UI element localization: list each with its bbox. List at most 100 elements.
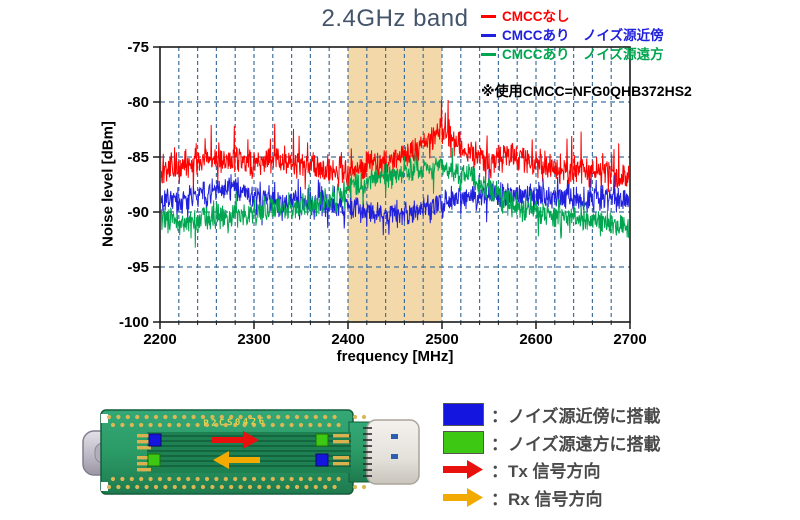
via-dot — [251, 476, 257, 482]
via-dot — [247, 484, 253, 490]
usb-c-connector-right — [366, 419, 420, 485]
via-dot — [332, 484, 337, 490]
blue-line-swatch — [481, 34, 496, 37]
legend-item-cmcc-far: CMCCあり ノイズ源遠方 — [481, 45, 664, 64]
rx-direction-arrow — [213, 451, 260, 469]
y-tick-label: -75 — [127, 39, 149, 56]
via-dot — [308, 476, 313, 482]
blue-marker-right-bottom — [315, 453, 329, 467]
legend-label: CMCCなし — [502, 9, 570, 24]
via-dot — [214, 422, 219, 428]
pcb-photo: P2CS0426 — [82, 409, 420, 495]
trace-cmcc-near — [161, 169, 629, 236]
via-dot — [214, 476, 219, 482]
chart-legend: CMCCなし CMCCあり ノイズ源近傍 CMCCあり ノイズ源遠方 — [481, 7, 664, 64]
blue-marker-left-top — [148, 433, 162, 447]
via-dot — [336, 476, 341, 482]
via-dot — [323, 414, 328, 420]
via-dot — [167, 476, 172, 482]
via-dot — [163, 414, 168, 420]
via-dot — [153, 484, 159, 490]
via-dot — [266, 414, 271, 420]
via-dot — [261, 422, 266, 428]
via-dot — [233, 476, 238, 482]
pcb-legend: ：ノイズ源近傍に搭載 ：ノイズ源遠方に搭載 ：Tx 信号方向 ：Rx 信号方向 — [443, 401, 661, 511]
via-dot — [219, 414, 224, 420]
via-dot — [139, 476, 144, 482]
legend-row-far: ：ノイズ源遠方に搭載 — [443, 429, 661, 457]
via-dot — [289, 422, 294, 428]
legend-row-near: ：ノイズ源近傍に搭載 — [443, 401, 661, 429]
via-dot — [229, 414, 234, 420]
via-dot — [242, 422, 247, 428]
via-dot — [285, 414, 290, 420]
via-dot — [308, 422, 313, 428]
rx-arrow-icon — [443, 486, 484, 509]
via-dot — [125, 414, 130, 420]
via-dot — [195, 422, 200, 428]
via-dot — [280, 476, 285, 482]
via-dot — [304, 484, 309, 490]
tx-direction-arrow — [212, 431, 259, 449]
via-dot — [135, 414, 140, 420]
legend-label: CMCCあり ノイズ源遠方 — [502, 47, 664, 62]
legend-item-cmcc-none: CMCCなし — [481, 7, 664, 26]
trace-cmcc-far — [161, 147, 629, 248]
via-dot — [172, 414, 177, 420]
via-dot — [242, 476, 247, 482]
via-dot — [285, 484, 290, 490]
via-dot — [298, 422, 304, 428]
legend-row-label: ：ノイズ源近傍に搭載 — [491, 407, 661, 427]
via-dot — [210, 484, 215, 490]
via-dots — [106, 414, 367, 490]
via-dot — [186, 476, 191, 482]
via-dot — [261, 476, 266, 482]
blue-square-icon — [443, 403, 484, 427]
via-dot — [148, 476, 153, 482]
via-dot — [317, 476, 322, 482]
green-marker-left-bottom — [147, 453, 161, 467]
via-dot — [352, 484, 358, 490]
via-dot — [332, 414, 337, 420]
via-dot — [289, 476, 294, 482]
via-dot — [313, 484, 318, 490]
via-dot — [139, 422, 144, 428]
via-dot — [148, 422, 153, 428]
via-dot — [167, 422, 172, 428]
x-tick-label: 2200 — [143, 331, 176, 348]
x-axis-title: frequency [MHz] — [336, 348, 454, 365]
connector-detail — [391, 434, 398, 439]
x-tick-label: 2500 — [425, 331, 458, 348]
x-tick-label: 2300 — [237, 331, 270, 348]
green-square-icon — [443, 430, 484, 454]
legend-item-cmcc-near: CMCCあり ノイズ源近傍 — [481, 26, 664, 45]
via-dot — [135, 484, 140, 490]
board-notch-top — [101, 414, 108, 423]
via-dot — [129, 476, 134, 482]
red-line-swatch — [481, 15, 496, 18]
via-dot — [182, 414, 187, 420]
plot-border — [159, 46, 631, 323]
band-2400-2500 — [348, 47, 442, 322]
via-dot — [144, 414, 149, 420]
via-dot — [317, 422, 322, 428]
via-dot — [323, 484, 328, 490]
via-dot — [106, 414, 112, 420]
via-dot — [172, 484, 177, 490]
via-dot — [176, 476, 181, 482]
connector-comb-right — [363, 427, 372, 477]
via-dot — [361, 414, 367, 420]
via-dot — [191, 414, 196, 420]
via-dot — [144, 484, 149, 490]
board-notch-bottom — [101, 482, 108, 491]
via-dot — [238, 484, 243, 490]
via-dot — [229, 484, 234, 490]
via-dot — [200, 414, 206, 420]
via-dot — [294, 414, 300, 420]
via-dot — [195, 476, 200, 482]
trace-cmcc-none — [161, 99, 629, 199]
via-dot — [120, 476, 125, 482]
via-dot — [336, 422, 341, 428]
via-dot — [276, 414, 281, 420]
